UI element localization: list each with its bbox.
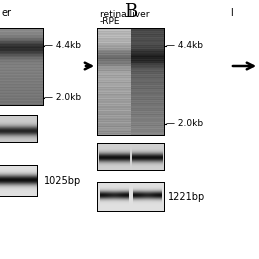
Text: — 2.0kb: — 2.0kb [166, 119, 203, 128]
Text: -RPE: -RPE [100, 17, 120, 26]
Text: — 4.4kb: — 4.4kb [166, 41, 203, 51]
Text: l: l [230, 8, 233, 18]
Text: retina liver: retina liver [100, 10, 149, 19]
Text: er: er [2, 8, 12, 18]
Text: — 2.0kb: — 2.0kb [44, 93, 81, 103]
Text: 1221bp: 1221bp [168, 192, 205, 202]
Text: 1025bp: 1025bp [44, 176, 81, 186]
Text: B: B [124, 3, 138, 21]
Text: — 4.4kb: — 4.4kb [44, 41, 81, 51]
